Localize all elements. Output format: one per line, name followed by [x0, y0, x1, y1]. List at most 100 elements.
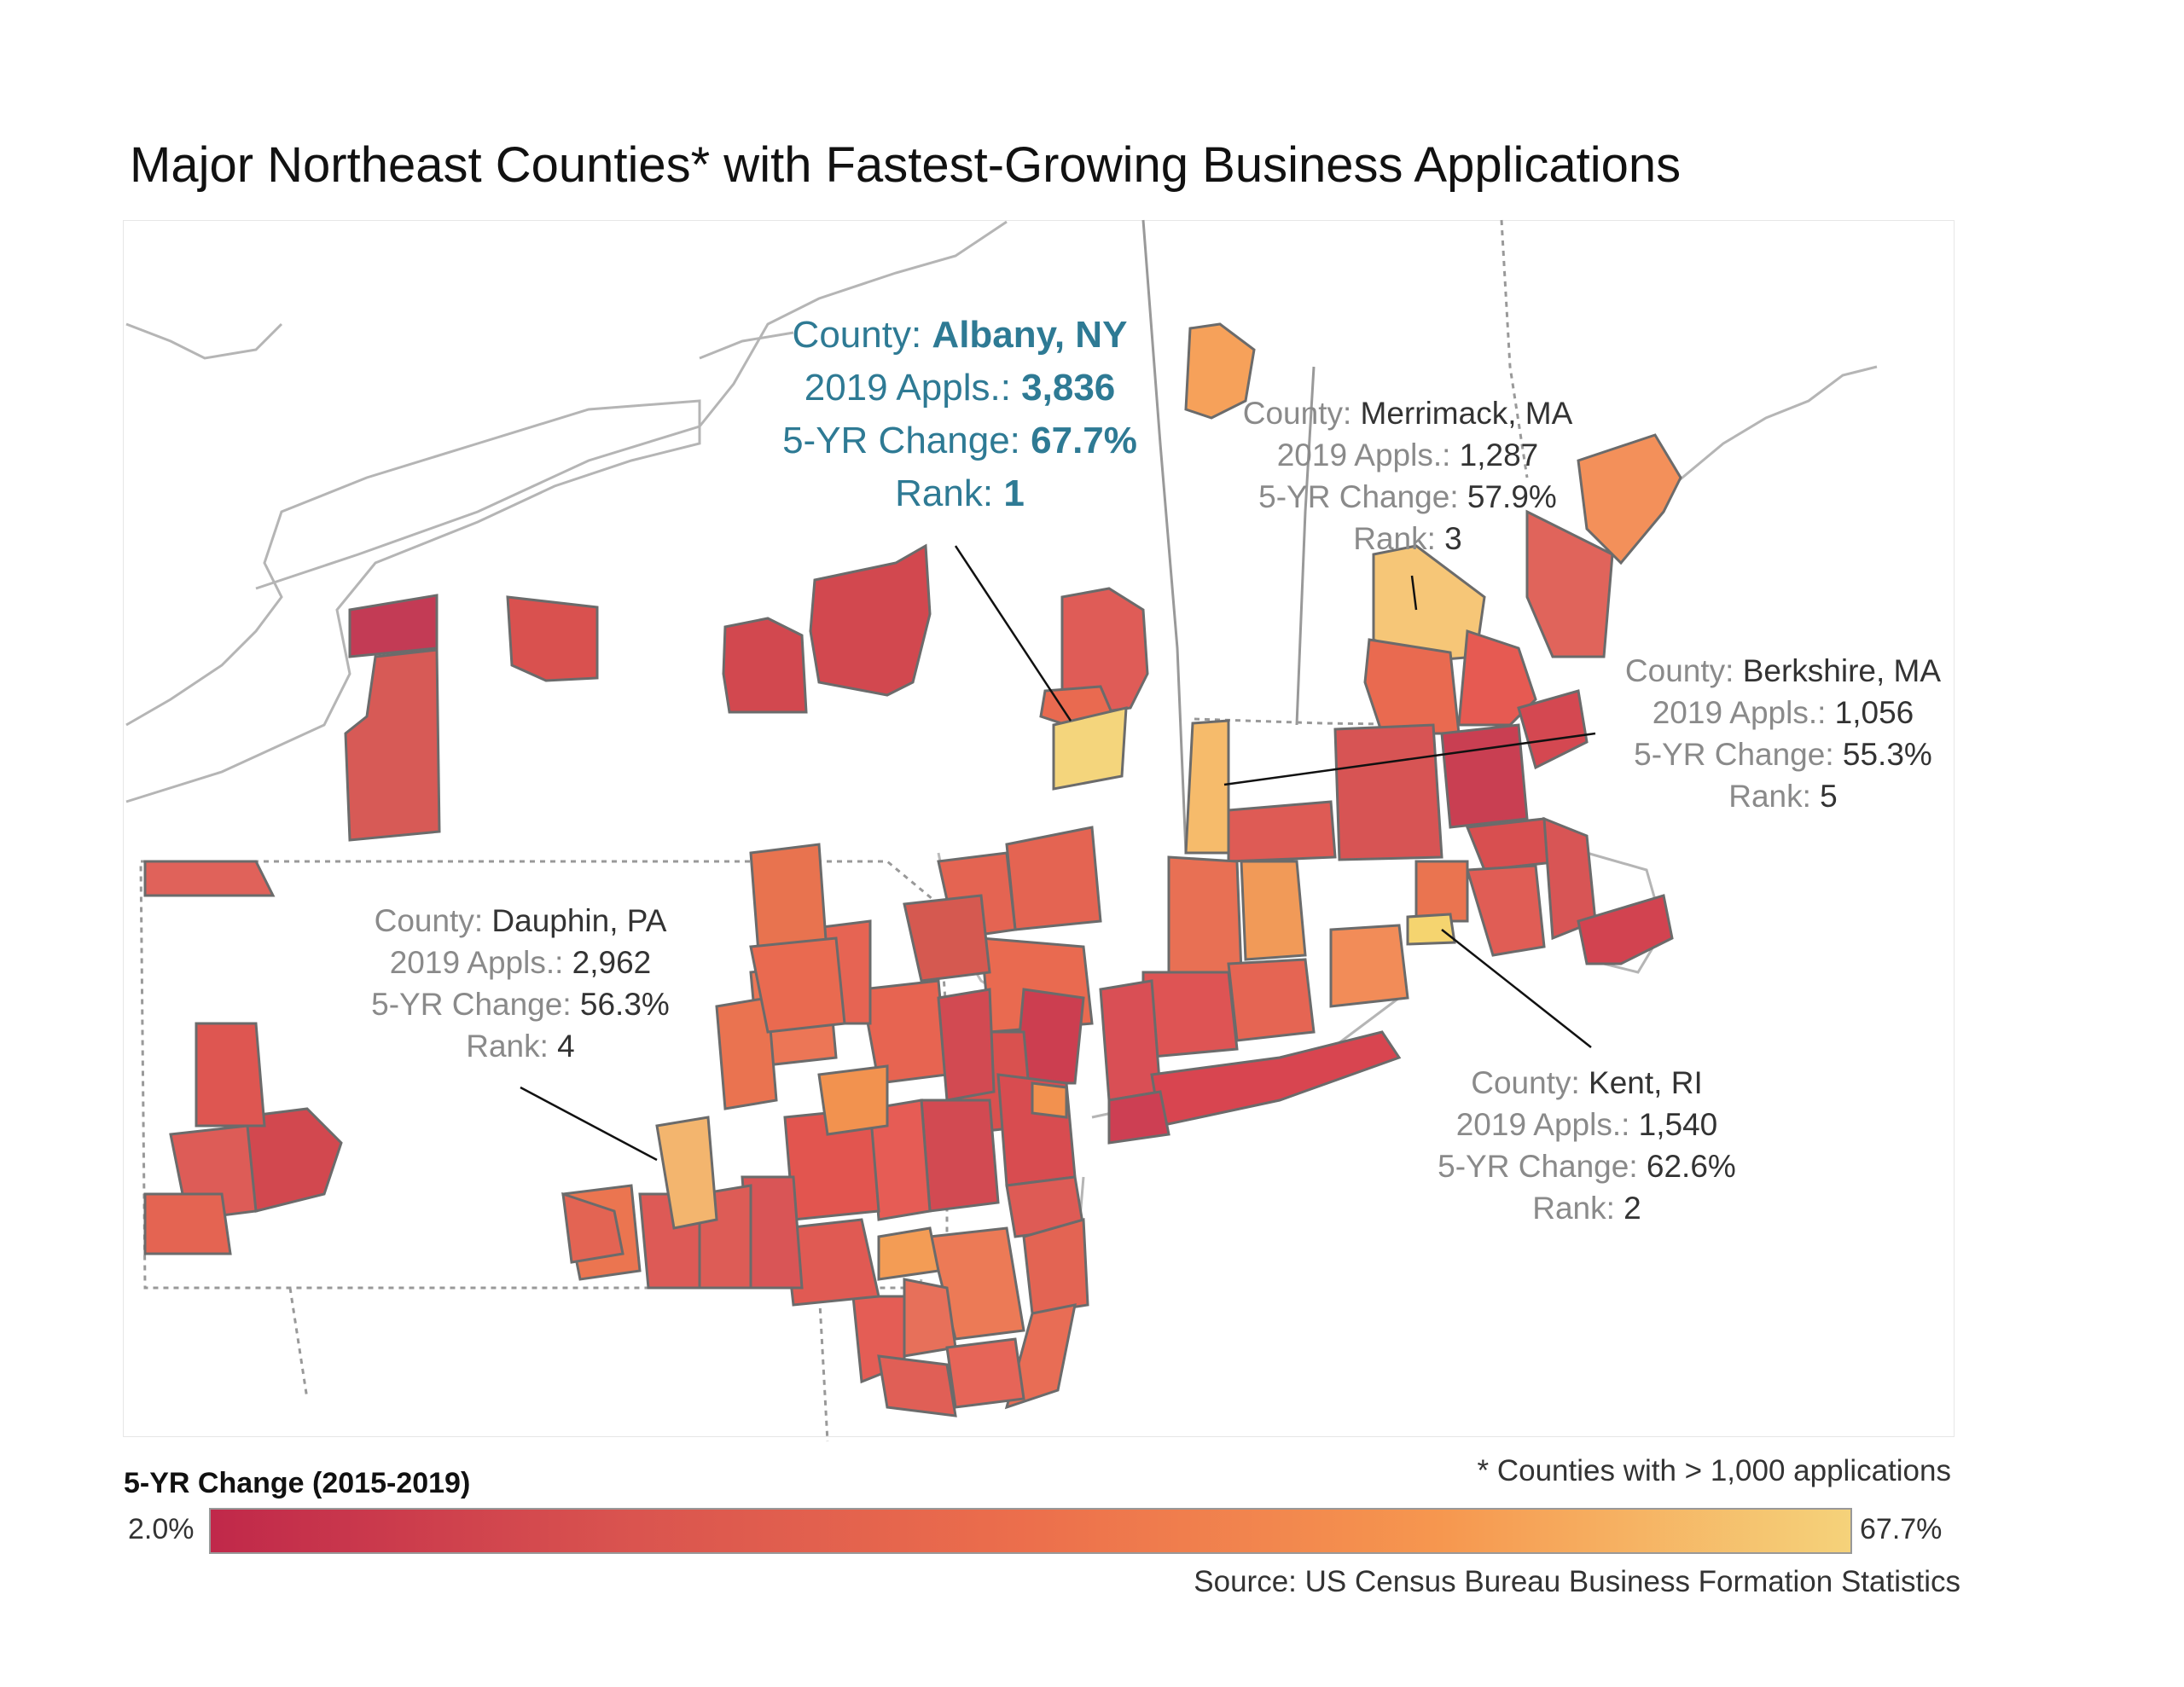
county-camden: [903, 1278, 957, 1358]
callout-value: Dauphin, PA: [491, 903, 667, 938]
lake-ontario-shore: [125, 399, 701, 803]
county-atlantic: [945, 1337, 1025, 1409]
county-nassau: [1107, 1090, 1170, 1145]
county-albany: [1052, 706, 1128, 791]
counties: [143, 322, 1682, 1417]
callout-key: County:: [1471, 1065, 1580, 1100]
callout-key: County:: [792, 314, 922, 356]
albany-leader: [954, 545, 1072, 722]
callout-county-row: County: Kent, RI: [1416, 1062, 1757, 1104]
county-hillsborough: [1363, 638, 1461, 735]
callout-value: Kent, RI: [1589, 1065, 1703, 1100]
callout-appls-row: 2019 Appls.: 3,836: [759, 362, 1160, 415]
county-franklin-hampshire: [1227, 800, 1337, 863]
county-northampton: [937, 988, 996, 1102]
county-westchester: [1099, 979, 1162, 1102]
county-strafford: [1525, 509, 1614, 658]
upper-coast: [125, 322, 794, 360]
callout-rank-row: Rank: 3: [1228, 518, 1587, 559]
callout-value: 2: [1623, 1191, 1641, 1226]
map-title: Major Northeast Counties* with Fastest-G…: [130, 137, 1682, 193]
callout-value: 1,056: [1834, 695, 1914, 730]
county-hartford: [1240, 860, 1307, 961]
county-onondaga: [722, 617, 808, 714]
callout-key: 5-YR Change:: [1438, 1149, 1638, 1184]
callout-county-row: County: Merrimack, MA: [1228, 392, 1587, 434]
merrimack-callout: County: Merrimack, MA 2019 Appls.: 1,287…: [1228, 392, 1587, 559]
callout-key: Rank:: [1728, 779, 1811, 814]
callout-key: 2019 Appls.:: [1276, 438, 1451, 472]
county-tolland: [1167, 855, 1243, 974]
county-oneida: [809, 543, 932, 697]
county-dauphin: [655, 1116, 718, 1230]
county-cape-may: [877, 1354, 957, 1417]
legend-color-ramp: [209, 1508, 1852, 1554]
callout-value: 1: [1003, 472, 1025, 514]
callout-key: County:: [1624, 653, 1734, 688]
callout-rank-row: Rank: 5: [1604, 775, 1962, 817]
callout-key: Rank:: [1532, 1191, 1615, 1226]
albany-callout: County: Albany, NY 2019 Appls.: 3,836 5-…: [759, 309, 1160, 520]
callout-value: 55.3%: [1842, 737, 1932, 772]
county-bucks: [920, 1099, 1000, 1213]
callout-appls-row: 2019 Appls.: 1,287: [1228, 434, 1587, 476]
county-middlesex: [1440, 723, 1529, 829]
county-worcester: [1333, 723, 1443, 861]
callout-key: 5-YR Change:: [371, 987, 572, 1022]
county-essex-nj: [1031, 1081, 1068, 1119]
county-butler: [195, 1022, 266, 1128]
county-essex: [1517, 689, 1589, 770]
callout-value: 3: [1444, 521, 1462, 556]
callout-county-row: County: Berkshire, MA: [1604, 650, 1962, 692]
legend-max-label: 67.7%: [1860, 1513, 1943, 1545]
callout-change-row: 5-YR Change: 55.3%: [1604, 733, 1962, 775]
callout-change-row: 5-YR Change: 62.6%: [1416, 1145, 1757, 1187]
dauphin-callout: County: Dauphin, PA 2019 Appls.: 2,962 5…: [350, 900, 691, 1067]
county-bristol: [1466, 864, 1546, 957]
kent-callout: County: Kent, RI 2019 Appls.: 1,540 5-YR…: [1416, 1062, 1757, 1229]
dauphin-leader: [520, 1086, 658, 1162]
callout-appls-row: 2019 Appls.: 2,962: [350, 942, 691, 983]
county-niagara: [348, 594, 439, 658]
county-new-haven: [1227, 958, 1316, 1042]
callout-change-row: 5-YR Change: 56.3%: [350, 983, 691, 1025]
callout-value: 2,962: [572, 945, 652, 980]
callout-county-row: County: Dauphin, PA: [350, 900, 691, 942]
callout-key: 5-YR Change:: [782, 420, 1020, 461]
county-washington-pa: [143, 1192, 232, 1255]
callout-value: 67.7%: [1031, 420, 1137, 461]
county-beaver: [749, 936, 846, 1034]
county-centre: [715, 996, 778, 1110]
county-mercer: [877, 1226, 940, 1281]
callout-change-row: 5-YR Change: 67.7%: [759, 415, 1160, 467]
county-new-london: [1329, 924, 1409, 1008]
county-schuylkill: [817, 1064, 889, 1136]
kent-leader: [1441, 929, 1592, 1048]
county-barnstable: [1577, 894, 1674, 965]
footnote: * Counties with > 1,000 applications: [1477, 1454, 1952, 1487]
callout-value: 3,836: [1021, 367, 1116, 409]
callout-appls-row: 2019 Appls.: 1,540: [1416, 1104, 1757, 1145]
callout-value: 4: [557, 1029, 575, 1064]
leader-lines: [520, 545, 1596, 1162]
callout-value: 56.3%: [579, 987, 670, 1022]
callout-county-row: County: Albany, NY: [759, 309, 1160, 362]
county-kent: [1406, 913, 1456, 946]
county-monmouth: [1022, 1218, 1089, 1315]
county-providence: [1414, 860, 1469, 923]
county-erie-ny: [344, 648, 441, 842]
vt-ma-line: [1194, 717, 1451, 727]
callout-key: 2019 Appls.:: [389, 945, 564, 980]
callout-value: 1,540: [1638, 1107, 1718, 1142]
county-berkshire: [1184, 719, 1230, 855]
st-lawrence-shore: [255, 220, 1008, 590]
county-monroe-pa: [903, 894, 991, 983]
county-chittenden: [1184, 322, 1256, 420]
callout-value: 57.9%: [1467, 479, 1557, 514]
callout-rank-row: Rank: 1: [759, 467, 1160, 520]
vt-nh-line: [1295, 366, 1316, 726]
legend-min-label: 2.0%: [128, 1513, 195, 1545]
callout-value: 5: [1820, 779, 1838, 814]
county-monroe: [506, 595, 599, 682]
